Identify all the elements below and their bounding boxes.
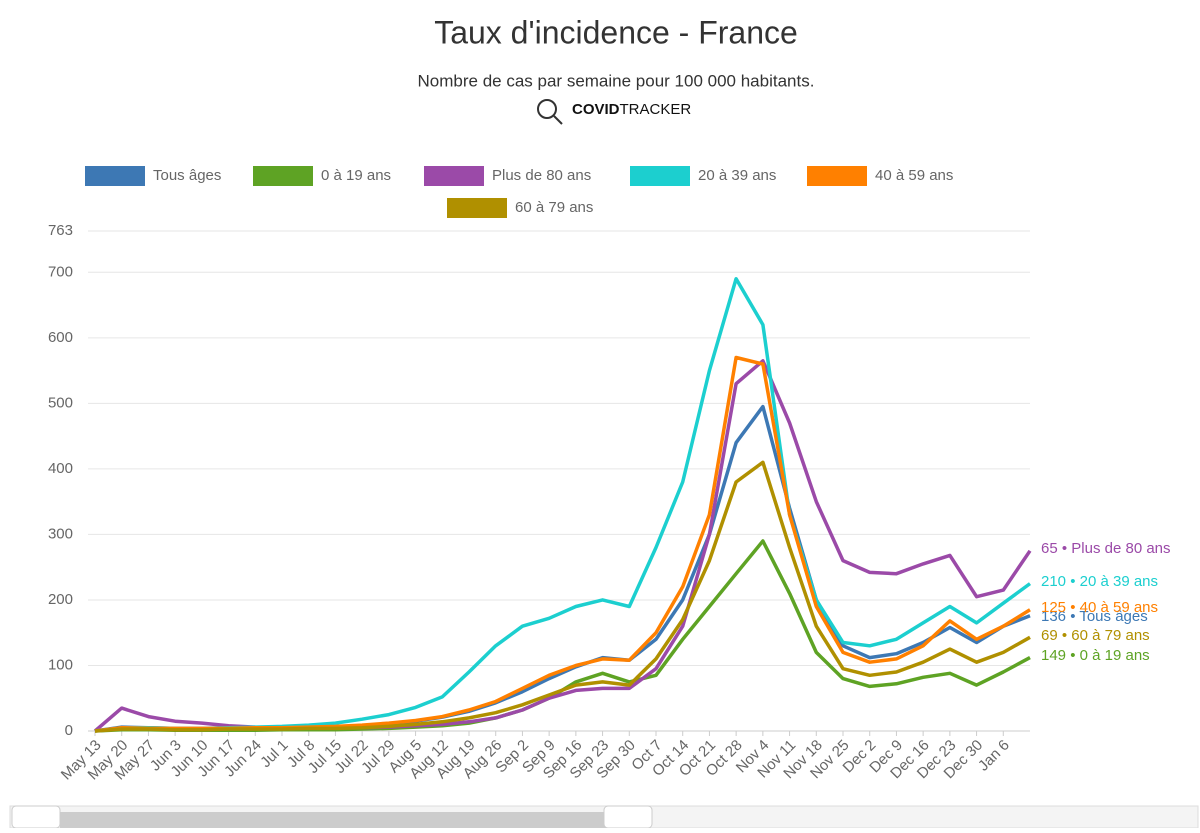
end-label: 136 • Tous âges xyxy=(1041,608,1148,625)
brand: COVIDTRACKER xyxy=(572,101,691,118)
end-label: 149 • 0 à 19 ans xyxy=(1041,647,1150,664)
x-tick-label: Jul 1 xyxy=(257,737,291,771)
logo-icon xyxy=(537,99,557,119)
scroll-handle[interactable] xyxy=(11,805,61,829)
scrollbar[interactable] xyxy=(9,805,1199,829)
end-label: 65 • Plus de 80 ans xyxy=(1041,540,1171,557)
chart-subtitle: Nombre de cas par semaine pour 100 000 h… xyxy=(418,71,815,90)
end-label: 125 • 40 à 59 ans xyxy=(1041,599,1158,616)
scroll-handle[interactable] xyxy=(603,805,653,829)
end-label: 69 • 60 à 79 ans xyxy=(1041,627,1150,644)
legend-swatch xyxy=(253,166,313,186)
series-line xyxy=(93,359,1032,733)
legend-swatch xyxy=(807,166,867,186)
y-tick-label: 400 xyxy=(48,460,73,477)
legend-label: 20 à 39 ans xyxy=(698,167,776,184)
legend-label: Tous âges xyxy=(153,167,221,184)
legend-swatch xyxy=(630,166,690,186)
end-label: 210 • 20 à 39 ans xyxy=(1041,573,1158,590)
y-tick-label: 600 xyxy=(48,329,73,346)
legend-swatch xyxy=(424,166,484,186)
scroll-thumb[interactable] xyxy=(60,812,610,828)
brand-bold: COVID xyxy=(572,101,620,118)
y-tick-label: 700 xyxy=(48,263,73,280)
brand-logo: COVIDTRACKER xyxy=(537,99,691,125)
y-tick-label: 500 xyxy=(48,394,73,411)
legend-swatch xyxy=(85,166,145,186)
y-tick-label: 100 xyxy=(48,656,73,673)
y-tick-label: 0 xyxy=(65,722,73,739)
legend-label: 60 à 79 ans xyxy=(515,199,593,216)
x-tick-label: Jan 6 xyxy=(975,737,1013,775)
series-line xyxy=(94,460,1031,733)
y-tick-label: 763 xyxy=(48,222,73,239)
y-tick-label: 300 xyxy=(48,525,73,542)
y-tick-label: 200 xyxy=(48,591,73,608)
legend-label: Plus de 80 ans xyxy=(492,167,591,184)
legend-label: 40 à 59 ans xyxy=(875,167,953,184)
series-line xyxy=(94,355,1031,733)
logo-icon xyxy=(553,115,563,125)
brand-light: TRACKER xyxy=(620,101,692,118)
series-line xyxy=(94,277,1032,733)
series-line xyxy=(94,539,1031,733)
series-line xyxy=(94,404,1031,733)
chart-title: Taux d'incidence - France xyxy=(434,14,798,50)
legend-swatch xyxy=(447,198,507,218)
legend-label: 0 à 19 ans xyxy=(321,167,391,184)
